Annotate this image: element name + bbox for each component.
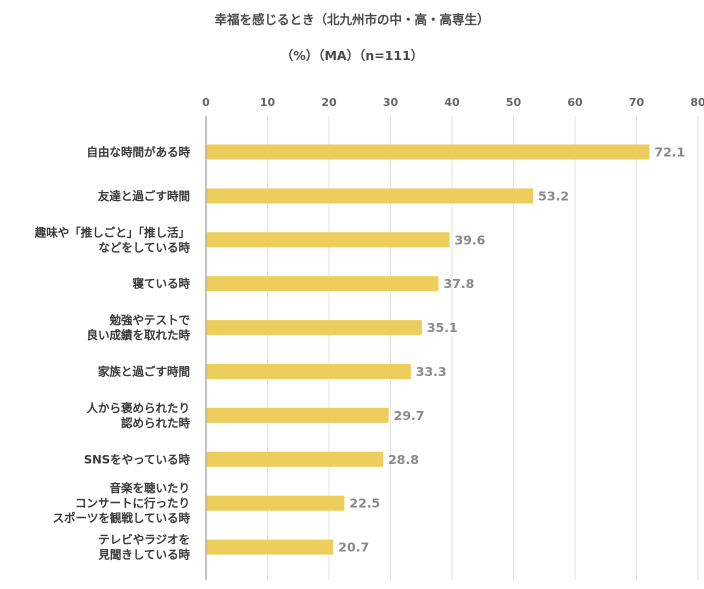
category-label: 音楽を聴いたりコンサートに行ったりスポーツを観戦している時	[53, 481, 191, 525]
category-label-line: 寝ている時	[133, 277, 191, 291]
category-label: 趣味や「推しごと」「推し活」などをしている時	[34, 225, 191, 254]
category-label: 勉強やテストで良い成績を取れた時	[87, 313, 191, 342]
bar	[206, 276, 439, 292]
category-label-line: SNSをやっている時	[84, 452, 191, 466]
category-label-line: 自由な時間がある時	[87, 145, 191, 159]
category-label-line: テレビやラジオを	[98, 533, 190, 547]
category-labels: 自由な時間がある時友達と過ごす時間趣味や「推しごと」「推し活」などをしている時寝…	[34, 145, 191, 562]
bar	[206, 364, 411, 379]
x-tick-label: 50	[506, 96, 522, 109]
value-label: 35.1	[427, 320, 458, 335]
value-label: 20.7	[338, 540, 369, 555]
x-tick-label: 20	[321, 96, 337, 109]
bar	[206, 144, 650, 160]
value-label: 22.5	[349, 496, 380, 511]
category-label-line: などをしている時	[98, 240, 190, 254]
value-label: 28.8	[388, 452, 419, 467]
bar	[206, 320, 422, 336]
x-tick-label: 80	[690, 96, 704, 109]
value-label: 53.2	[538, 188, 569, 203]
value-label: 29.7	[394, 408, 425, 423]
category-label: 友達と過ごす時間	[98, 189, 190, 203]
x-tick-label: 10	[260, 96, 276, 109]
x-tick-label: 70	[629, 96, 645, 109]
category-label: 寝ている時	[133, 277, 191, 291]
category-label-line: コンサートに行ったり	[75, 496, 190, 510]
category-label: 家族と過ごす時間	[98, 365, 190, 379]
value-label: 39.6	[455, 232, 486, 247]
category-label: 自由な時間がある時	[87, 145, 191, 159]
category-label: 人から褒められたり認められた時	[87, 401, 191, 430]
x-axis-ticks: 0 10 20 30 40 50 60 70 80	[202, 96, 704, 109]
category-label-line: 家族と過ごす時間	[98, 365, 190, 379]
value-labels: 72.1 53.2 39.6 37.8 35.1 33.3 29.7 28.8 22.5 20.7	[338, 145, 685, 555]
chart-title: 幸福を感じるとき（北九州市の中・高・高専生）	[214, 12, 490, 27]
value-label: 37.8	[443, 276, 474, 291]
bar	[206, 451, 384, 467]
category-label-line: 勉強やテストで	[109, 313, 191, 327]
category-label-line: 音楽を聴いたり	[110, 481, 191, 495]
category-label: テレビやラジオを見聞きしている時	[97, 533, 190, 562]
x-tick-label: 30	[383, 96, 399, 109]
bar	[206, 188, 534, 204]
bar	[206, 495, 345, 511]
category-label: SNSをやっている時	[84, 452, 191, 466]
bar	[206, 407, 389, 423]
x-tick-label: 40	[444, 96, 460, 109]
category-label-line: 趣味や「推しごと」「推し活」	[34, 225, 190, 239]
category-label-line: スポーツを観戦している時	[53, 511, 191, 525]
category-label-line: 人から褒められたり	[87, 401, 191, 415]
bars	[206, 144, 650, 555]
x-tick-label: 60	[567, 96, 583, 109]
value-label: 33.3	[416, 364, 447, 379]
chart-subtitle: （%）（MA）（n=111）	[280, 48, 424, 63]
x-tick-label: 0	[202, 96, 210, 109]
category-label-line: 友達と過ごす時間	[98, 189, 190, 203]
category-label-line: 良い成績を取れた時	[87, 328, 191, 342]
value-label: 72.1	[654, 145, 685, 160]
bar	[206, 232, 450, 248]
bar	[206, 539, 334, 555]
category-label-line: 見聞きしている時	[97, 548, 190, 562]
category-label-line: 認められた時	[121, 416, 190, 430]
